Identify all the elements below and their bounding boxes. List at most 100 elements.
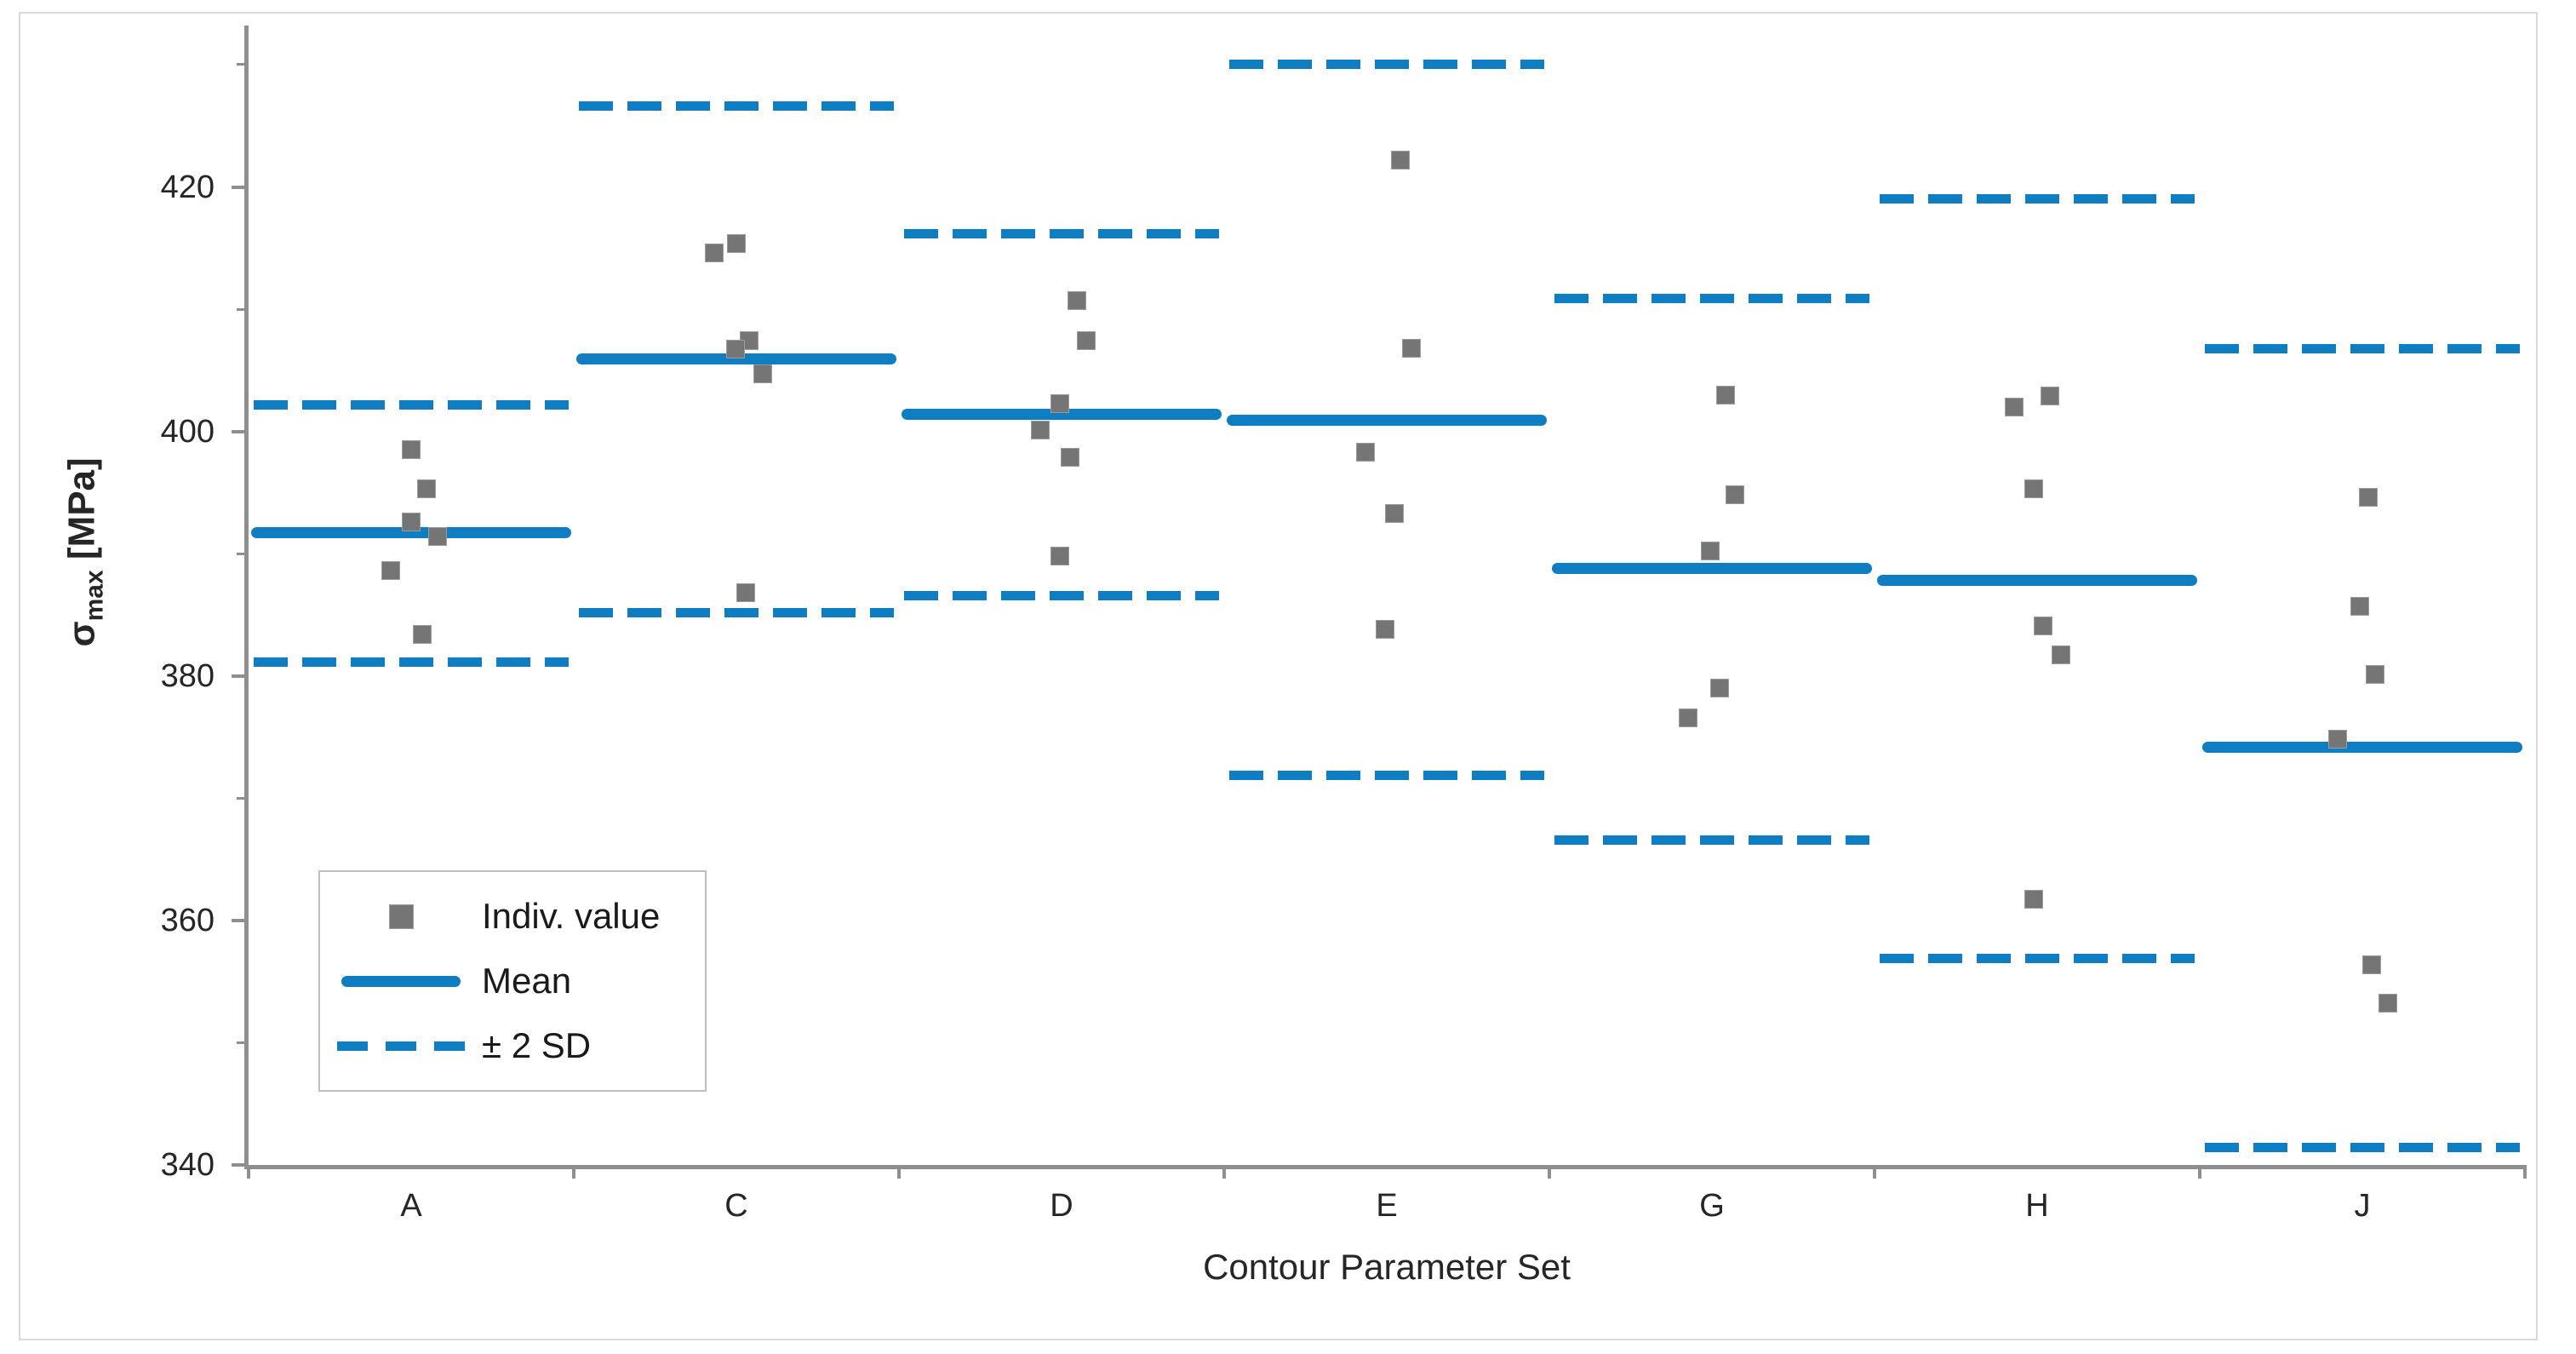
x-category-label: D (1050, 1188, 1073, 1224)
y-minor-tick (237, 63, 244, 66)
data-point (1391, 150, 1410, 169)
data-point (727, 233, 746, 253)
y-tick-label: 380 (160, 657, 215, 694)
minus-2sd-line (1554, 835, 1869, 845)
data-point (2005, 397, 2024, 416)
x-boundary-tick (897, 1165, 901, 1179)
mean-line (251, 527, 571, 539)
minus-2sd-line (579, 607, 894, 617)
y-tick-label: 340 (160, 1147, 215, 1183)
data-point (1050, 393, 1069, 413)
data-point (1716, 385, 1735, 404)
y-tick-label: 420 (160, 169, 215, 205)
x-category-label: H (2025, 1188, 2049, 1224)
chart-frame (19, 12, 2538, 1340)
y-axis-title-unit: [MPa] (60, 457, 103, 571)
legend-row-indiv-value: Indiv. value (320, 896, 705, 937)
y-major-tick (232, 429, 244, 433)
data-point (2052, 645, 2070, 665)
data-point (428, 527, 447, 547)
y-minor-tick (237, 1041, 244, 1044)
y-axis-line (244, 26, 249, 1169)
x-boundary-tick (1548, 1165, 1551, 1179)
data-point (2024, 479, 2043, 499)
minus-2sd-line (254, 657, 569, 668)
x-category-label: C (724, 1188, 748, 1224)
data-point (705, 244, 724, 263)
plus-2sd-line (1880, 194, 2195, 204)
y-tick-label: 360 (160, 902, 215, 938)
plus-2sd-line (2205, 343, 2520, 353)
data-point (1068, 291, 1086, 310)
plus-2sd-line (1554, 293, 1869, 303)
x-boundary-tick (572, 1165, 575, 1179)
dashed-line-icon (337, 1041, 465, 1051)
data-point (417, 479, 436, 499)
x-boundary-tick (2198, 1165, 2201, 1179)
data-point (413, 624, 432, 644)
data-point (381, 561, 400, 581)
mean-line (1552, 562, 1872, 574)
y-major-tick (232, 918, 244, 922)
data-point (2034, 616, 2052, 635)
data-point (1050, 547, 1069, 566)
x-category-label: A (400, 1188, 422, 1224)
data-point (1376, 620, 1394, 640)
y-tick-label: 400 (160, 413, 215, 450)
x-boundary-tick (1873, 1165, 1876, 1179)
data-point (1726, 485, 1744, 505)
y-axis-title-subscript: max (80, 570, 109, 622)
data-point (2024, 890, 2043, 909)
y-major-tick (232, 1163, 244, 1167)
x-boundary-tick (1222, 1165, 1226, 1179)
plus-2sd-line (579, 101, 894, 112)
legend: Indiv. value Mean ± 2 SD (318, 870, 707, 1092)
data-point (402, 512, 421, 531)
data-point (1077, 331, 1096, 351)
mean-line (1877, 575, 2197, 587)
x-category-label: E (1376, 1188, 1398, 1224)
data-point (1385, 503, 1404, 523)
plus-2sd-line (904, 228, 1219, 238)
legend-sample-cell (320, 975, 482, 987)
x-boundary-tick (2523, 1165, 2527, 1179)
mean-line (1227, 415, 1547, 427)
data-point (1679, 708, 1697, 727)
data-point (402, 440, 421, 460)
y-major-tick (232, 674, 244, 678)
data-point (753, 364, 772, 384)
y-axis-title-sigma: σ (60, 621, 103, 647)
minus-2sd-line (904, 590, 1219, 600)
y-major-tick (232, 185, 244, 189)
legend-sample-cell (320, 904, 482, 929)
x-boundary-tick (247, 1165, 250, 1179)
legend-label-indiv-value: Indiv. value (482, 896, 661, 936)
mean-line (2202, 741, 2522, 753)
solid-line-icon (341, 975, 461, 987)
y-axis-title: σmax [MPa] (61, 416, 110, 689)
data-point (2328, 730, 2347, 749)
x-category-label: G (1699, 1188, 1725, 1224)
legend-label-2sd: ± 2 SD (482, 1025, 592, 1065)
mean-line (902, 409, 1222, 421)
data-point (736, 583, 755, 603)
data-point (1031, 421, 1050, 440)
data-point (1402, 339, 1421, 358)
minus-2sd-line (1880, 953, 2195, 963)
minus-2sd-line (1229, 770, 1544, 780)
x-axis-line (244, 1165, 2525, 1169)
y-minor-tick (237, 552, 244, 555)
plus-2sd-line (254, 399, 569, 410)
minus-2sd-line (2205, 1143, 2520, 1153)
y-minor-tick (237, 796, 244, 800)
legend-row-2sd: ± 2 SD (320, 1025, 705, 1066)
legend-sample-cell (320, 1041, 482, 1051)
data-point (2041, 386, 2059, 405)
data-point (1701, 542, 1720, 561)
x-axis-title: Contour Parameter Set (1203, 1247, 1571, 1287)
plus-2sd-line (1229, 60, 1544, 70)
data-point (2350, 596, 2369, 616)
data-point (2362, 955, 2381, 974)
data-point (2359, 488, 2378, 508)
